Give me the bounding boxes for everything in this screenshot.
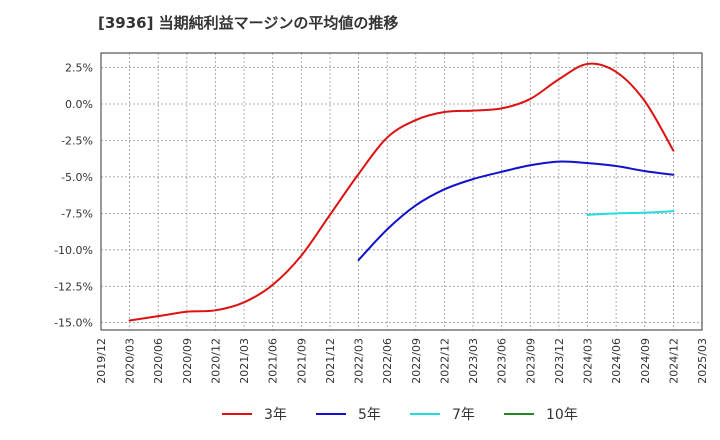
x-tick-label: 2024/09 [639, 338, 652, 384]
y-tick-label: 0.0% [65, 98, 93, 111]
y-tick-label: -5.0% [61, 171, 93, 184]
y-tick-label: -7.5% [61, 207, 93, 220]
x-tick-label: 2020/06 [152, 338, 165, 384]
x-tick-label: 2019/12 [95, 338, 108, 384]
x-tick-label: 2024/03 [582, 338, 595, 384]
y-tick-label: -10.0% [54, 244, 93, 257]
y-tick-label: -12.5% [54, 280, 93, 293]
x-tick-label: 2022/03 [353, 338, 366, 384]
series-line-3 [586, 210, 675, 216]
x-tick-label: 2024/06 [610, 338, 623, 384]
legend-label-2: 5年 [358, 407, 381, 423]
x-tick-label: 2023/12 [553, 338, 566, 384]
series-line-1 [128, 62, 675, 322]
x-tick-label: 2023/03 [467, 338, 480, 384]
x-tick-label: 2021/12 [324, 338, 337, 384]
plot-frame [100, 52, 703, 331]
x-tick-label: 2022/09 [410, 338, 423, 384]
legend-label-3: 7年 [452, 407, 475, 423]
x-tick-label: 2020/03 [124, 338, 137, 384]
x-tick-label: 2020/09 [181, 338, 194, 384]
chart-title: [3936] 当期純利益マージンの平均値の推移 [98, 14, 399, 32]
x-tick-label: 2025/03 [696, 338, 709, 384]
x-tick-label: 2023/09 [524, 338, 537, 384]
x-tick-label: 2021/09 [295, 338, 308, 384]
x-tick-label: 2021/03 [238, 338, 251, 384]
x-tick-label: 2021/06 [267, 338, 280, 384]
y-tick-label: -2.5% [61, 134, 93, 147]
y-tick-label: 2.5% [65, 62, 93, 75]
x-tick-label: 2024/12 [667, 338, 680, 384]
legend-label-4: 10年 [546, 407, 578, 423]
series-line-2 [357, 160, 675, 262]
x-tick-label: 2022/12 [438, 338, 451, 384]
legend-label-1: 3年 [264, 407, 287, 423]
x-tick-label: 2022/06 [381, 338, 394, 384]
x-tick-label: 2020/12 [209, 338, 222, 384]
y-tick-label: -15.0% [54, 317, 93, 330]
x-tick-label: 2023/06 [496, 338, 509, 384]
plot-area [101, 53, 702, 330]
